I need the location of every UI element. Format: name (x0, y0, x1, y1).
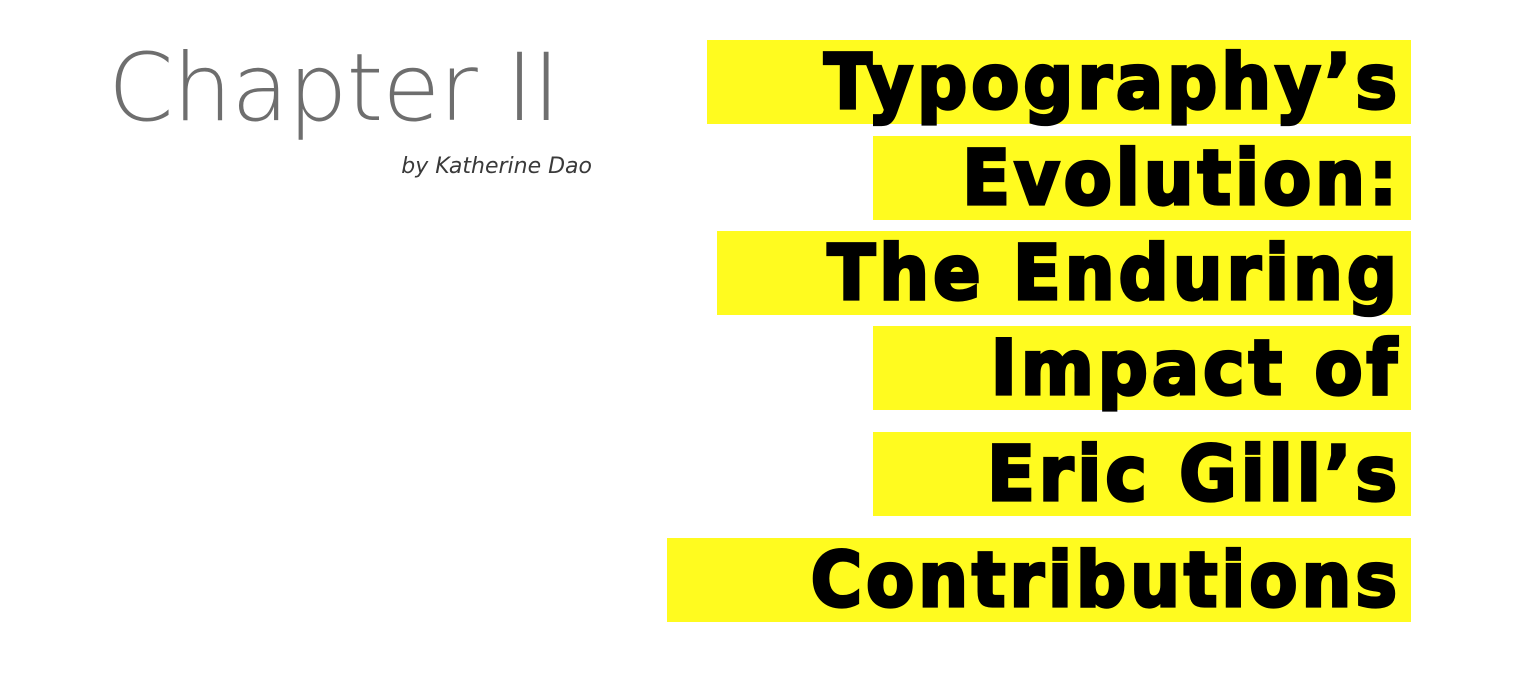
headline-text-3: The Enduring (826, 228, 1401, 318)
headline-text-1: Typography’s (823, 37, 1401, 127)
headline-line-2: Evolution: (873, 136, 1411, 220)
headline-line-4: Impact of (873, 326, 1411, 410)
headline-line-5: Eric Gill’s (873, 432, 1411, 516)
headline-text-2: Evolution: (961, 133, 1401, 223)
headline-text-4: Impact of (989, 323, 1401, 413)
headline-text-5: Eric Gill’s (986, 429, 1401, 519)
chapter-heading-block: Chapter II by Katherine Dao (108, 34, 598, 180)
headline-line-1: Typography’s (707, 40, 1411, 124)
headline-text-6: Contributions (809, 535, 1401, 625)
headline-line-3: The Enduring (717, 231, 1411, 315)
author-byline: by Katherine Dao (401, 154, 592, 179)
chapter-title: Chapter II (108, 34, 560, 143)
headline-line-6: Contributions (667, 538, 1411, 622)
